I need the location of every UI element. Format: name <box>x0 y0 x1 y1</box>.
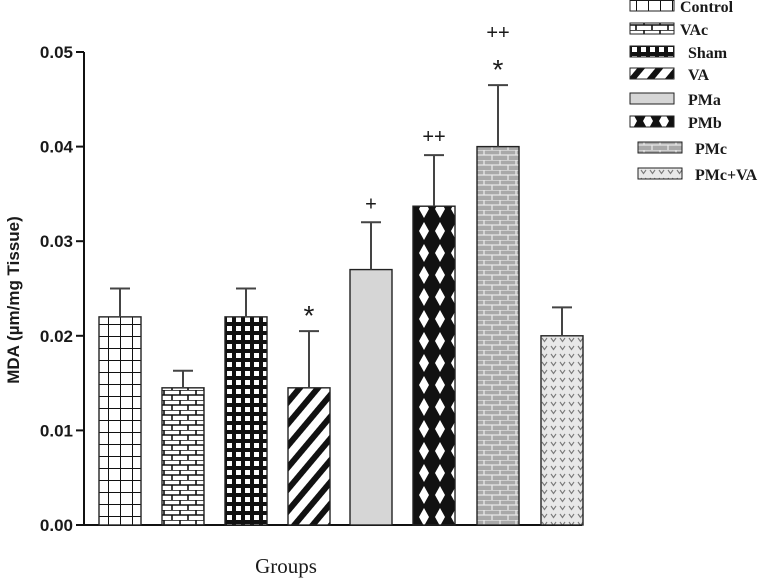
legend-label: PMb <box>688 115 722 132</box>
significance-marker: ++ <box>422 126 445 148</box>
bar-pmb <box>412 205 456 526</box>
legend-swatch <box>629 22 675 35</box>
bar-sham <box>224 316 268 526</box>
significance-marker: * <box>493 54 504 85</box>
legend-swatch <box>629 0 675 12</box>
bar-pmc-va <box>540 335 584 526</box>
legend: Control VAc Sham VA PMa PMb PMc PMc+VA <box>629 0 758 184</box>
legend-label: VAc <box>680 22 708 39</box>
bar-va <box>287 387 331 526</box>
legend-swatch <box>629 115 675 128</box>
legend-label: Sham <box>688 45 728 62</box>
x-axis-label: Groups <box>255 554 317 578</box>
bar-vac <box>161 387 205 526</box>
significance-marker: + <box>365 193 377 215</box>
error-bars <box>110 84 572 388</box>
y-tick-label: 0.04 <box>40 138 74 157</box>
significance-marker: * <box>304 300 315 331</box>
legend-label: Control <box>680 0 734 16</box>
bars <box>98 145 584 526</box>
legend-swatch <box>629 92 675 105</box>
legend-label: PMa <box>688 92 721 109</box>
legend-label: VA <box>688 67 709 84</box>
bar-control <box>98 316 142 526</box>
y-tick-label: 0.00 <box>40 516 73 535</box>
y-tick-label: 0.01 <box>40 421 73 440</box>
bar-pmc <box>476 145 520 526</box>
legend-label: PMc+VA <box>695 167 758 184</box>
legend-swatch <box>637 167 683 180</box>
y-tick-label: 0.05 <box>40 43 73 62</box>
y-tick-label: 0.03 <box>40 232 73 251</box>
legend-swatch <box>629 67 675 80</box>
significance-marker: ++ <box>486 22 509 44</box>
legend-swatch <box>637 141 683 154</box>
bar-pma <box>349 268 393 526</box>
y-tick-label: 0.02 <box>40 327 73 346</box>
annotations: *+++*++ <box>304 22 510 331</box>
legend-swatch <box>629 45 675 58</box>
legend-label: PMc <box>695 141 727 158</box>
y-axis-label: MDA (µm/mg Tissue) <box>4 216 23 384</box>
